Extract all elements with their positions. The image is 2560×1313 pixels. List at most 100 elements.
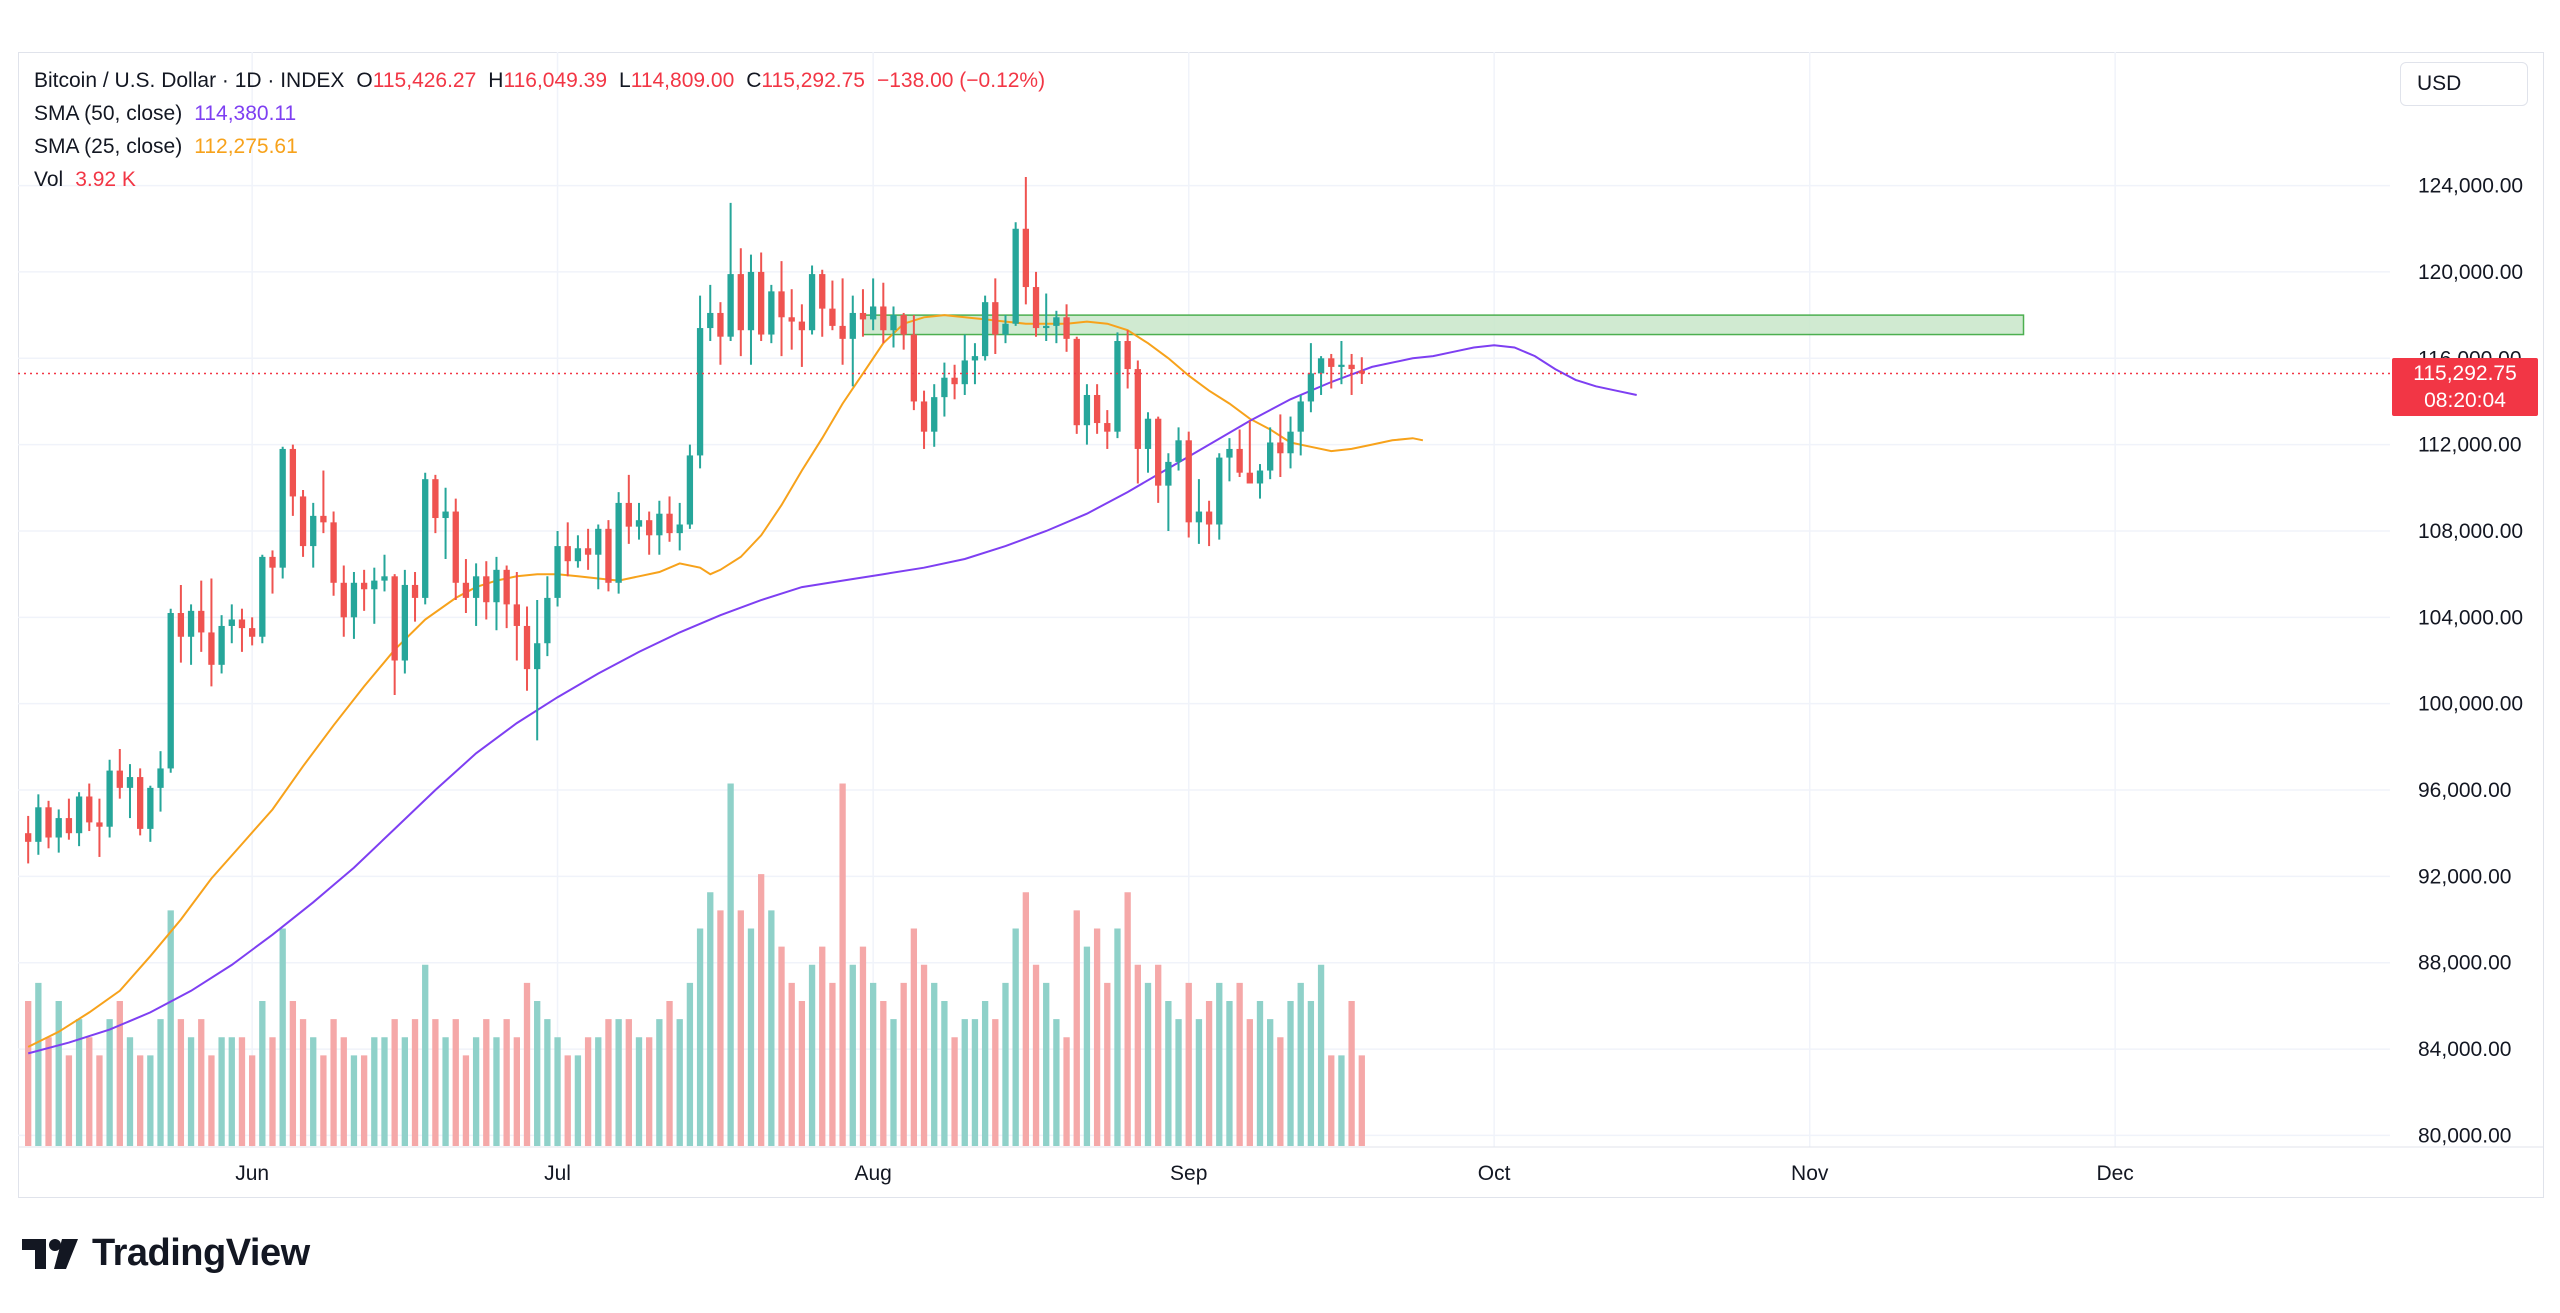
candle-body	[869, 306, 877, 320]
volume-bar	[513, 1037, 520, 1146]
tradingview-logo[interactable]: TradingView	[22, 1232, 310, 1275]
candle-body	[829, 308, 836, 326]
volume-bar	[483, 1019, 490, 1146]
symbol-title[interactable]: Bitcoin / U.S. Dollar · 1D · INDEX	[34, 69, 345, 92]
volume-bar	[350, 1055, 358, 1146]
volume-bar	[737, 910, 744, 1146]
price-tick-label: 100,000.00	[2418, 693, 2523, 716]
volume-bar	[503, 1019, 510, 1146]
candle-body	[35, 807, 42, 842]
time-tick-label: Aug	[854, 1162, 891, 1185]
volume-bar	[900, 982, 907, 1146]
volume-bar	[1205, 1001, 1213, 1146]
volume-bar	[269, 1037, 276, 1146]
volume-bar	[147, 1055, 154, 1146]
candle-body	[86, 796, 93, 823]
time-tick-label: Nov	[1791, 1162, 1829, 1185]
price-tick-label: 80,000.00	[2418, 1124, 2511, 1147]
candle-body	[615, 502, 622, 583]
candle-body	[503, 569, 510, 605]
price-tick-label: 96,000.00	[2418, 779, 2511, 802]
volume-bar	[747, 928, 755, 1146]
volume-bar	[381, 1037, 388, 1146]
volume-bar	[472, 1037, 480, 1146]
volume-bar	[116, 1001, 123, 1146]
chart-legend: Bitcoin / U.S. Dollar · 1D · INDEX O 115,…	[34, 64, 1045, 196]
indicator-value: 114,380.11	[194, 102, 297, 125]
candle-body	[432, 479, 439, 519]
candle-body	[656, 513, 663, 536]
candle-body	[523, 625, 531, 670]
volume-bar	[961, 1019, 968, 1146]
candle-body	[1002, 323, 1009, 335]
candle-body	[269, 556, 276, 568]
volume-bar	[1144, 982, 1152, 1146]
volume-bar	[422, 964, 429, 1146]
candles	[25, 176, 1365, 864]
volume-bar	[65, 1055, 73, 1146]
candle-body	[1175, 440, 1182, 462]
indicator-volume[interactable]: Vol 3.92 K	[34, 163, 1045, 196]
volume-bar	[1114, 928, 1121, 1146]
volume-bar	[595, 1037, 602, 1146]
candle-body	[65, 818, 73, 834]
candle-body	[452, 511, 459, 583]
candle-body	[595, 528, 602, 555]
chart-frame[interactable]	[18, 52, 2544, 1198]
price-tick-label: 108,000.00	[2418, 520, 2523, 543]
volume-bar	[1338, 1055, 1345, 1146]
candle-body	[1358, 370, 1365, 374]
volume-bar	[340, 1037, 347, 1146]
price-tick-label: 124,000.00	[2418, 175, 2523, 198]
candle-body	[1185, 440, 1192, 523]
candle-body	[696, 328, 704, 456]
volume-bar	[615, 1019, 622, 1146]
candle-body	[350, 582, 358, 618]
candle-body	[859, 312, 867, 320]
volume-bar	[1267, 1019, 1274, 1146]
candle-body	[208, 632, 215, 665]
candle-body	[910, 334, 918, 402]
price-tick-label: 112,000.00	[2418, 434, 2522, 457]
candle-body	[584, 548, 592, 555]
volume-bar	[971, 1019, 979, 1146]
close-label: C	[746, 69, 762, 92]
volume-bar	[1236, 982, 1243, 1146]
currency-button[interactable]: USD	[2400, 62, 2528, 106]
indicator-sma50[interactable]: SMA (50, close) 114,380.11	[34, 97, 1045, 130]
candle-body	[1083, 394, 1091, 426]
volume-bar	[198, 1019, 205, 1146]
volume-bar	[584, 1037, 592, 1146]
candle-body	[371, 580, 378, 590]
candle-body	[686, 455, 694, 525]
indicator-sma25[interactable]: SMA (25, close) 112,275.61	[34, 130, 1045, 163]
candle-body	[849, 312, 856, 339]
candle-body	[747, 271, 755, 331]
volume-bar	[849, 964, 856, 1146]
tradingview-logo-icon	[22, 1238, 78, 1269]
candle-body	[513, 604, 520, 626]
bar-countdown: 08:20:04	[2424, 388, 2506, 412]
volume-bar	[371, 1037, 378, 1146]
volume-bar	[1175, 1019, 1182, 1146]
candle-body	[320, 515, 327, 523]
candle-body	[737, 274, 744, 331]
volume-bar	[330, 1019, 337, 1146]
volume-bar	[1165, 1001, 1172, 1146]
candle-body	[920, 401, 928, 432]
candle-body	[717, 312, 724, 337]
candle-body	[330, 522, 337, 583]
indicator-value: 112,275.61	[194, 135, 298, 158]
volume-bar	[676, 1019, 683, 1146]
volume-bar	[1348, 1001, 1355, 1146]
candle-body	[1277, 442, 1284, 454]
candle-body	[167, 613, 174, 769]
candle-body	[147, 787, 154, 829]
candle-body	[411, 584, 419, 598]
candle-body	[106, 770, 113, 827]
candle-body	[1022, 228, 1030, 288]
volume-bar	[1216, 982, 1223, 1146]
candle-body	[900, 315, 907, 335]
volume-bar	[819, 946, 826, 1146]
